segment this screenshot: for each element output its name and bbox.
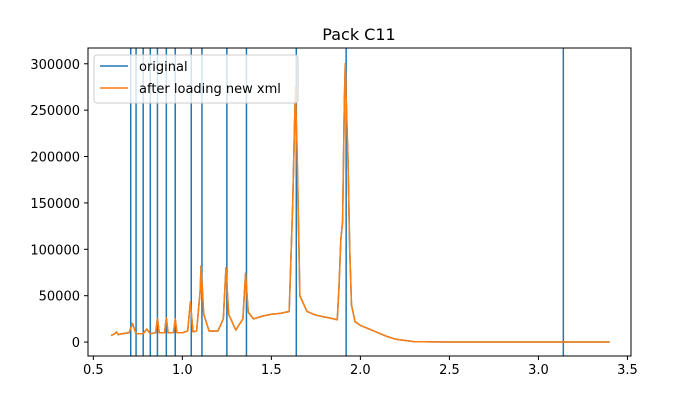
y-axis: 0 50000 100000 150000 200000 250000 300000	[30, 58, 88, 351]
chart-title: Pack C11	[322, 25, 395, 44]
series-lines-group	[110, 63, 610, 343]
x-axis: 0.5 1.0 1.5 2.0 2.5 3.0 3.5	[83, 356, 638, 378]
x-tick-label: 1.5	[261, 363, 282, 378]
y-tick-label: 300000	[30, 58, 80, 73]
x-tick-label: 0.5	[83, 363, 104, 378]
x-tick-label: 2.5	[439, 363, 460, 378]
x-tick-label: 2.0	[350, 363, 371, 378]
y-tick-label: 50000	[39, 290, 80, 305]
legend-label-after-loading: after loading new xml	[139, 82, 281, 97]
x-tick-label: 3.5	[617, 363, 638, 378]
y-tick-label: 200000	[30, 151, 80, 166]
y-tick-label: 100000	[30, 243, 80, 258]
legend: original after loading new xml	[93, 54, 299, 104]
series-line-after-loading	[110, 63, 610, 343]
plot-frame	[87, 47, 632, 357]
x-tick-label: 3.0	[528, 363, 549, 378]
y-tick-label: 250000	[30, 104, 80, 119]
legend-box	[93, 54, 299, 104]
y-tick-label: 150000	[30, 197, 80, 212]
legend-label-original: original	[139, 60, 188, 75]
y-tick-label: 0	[72, 336, 80, 351]
x-tick-label: 1.0	[172, 363, 193, 378]
